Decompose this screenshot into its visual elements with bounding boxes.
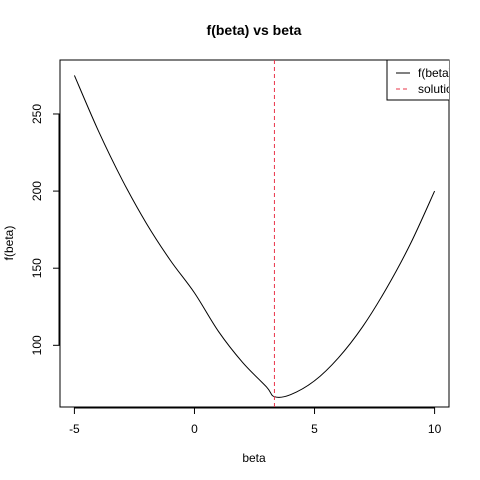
series-line-f-beta [73,75,436,398]
x-axis-label: beta [242,451,266,465]
y-tick-label: 150 [30,258,44,278]
chart-title: f(beta) vs beta [207,22,302,38]
y-axis-label: f(beta) [2,226,16,261]
legend-box [386,59,449,101]
y-tick-label: 250 [30,104,44,124]
axes: -5 0 5 10 100 150 200 250 [30,59,450,436]
legend-label: f(beta) [418,66,453,80]
y-tick-label: 200 [30,181,44,201]
plot-area [73,60,436,407]
y-tick-label: 100 [30,335,44,355]
plot-frame [59,59,450,408]
legend: f(beta) solution [386,59,459,101]
x-tick-label: 5 [311,422,318,436]
x-tick-label: 0 [191,422,198,436]
legend-label: solution [418,82,459,96]
x-tick-label: 10 [428,422,442,436]
x-tick-label: -5 [69,422,80,436]
